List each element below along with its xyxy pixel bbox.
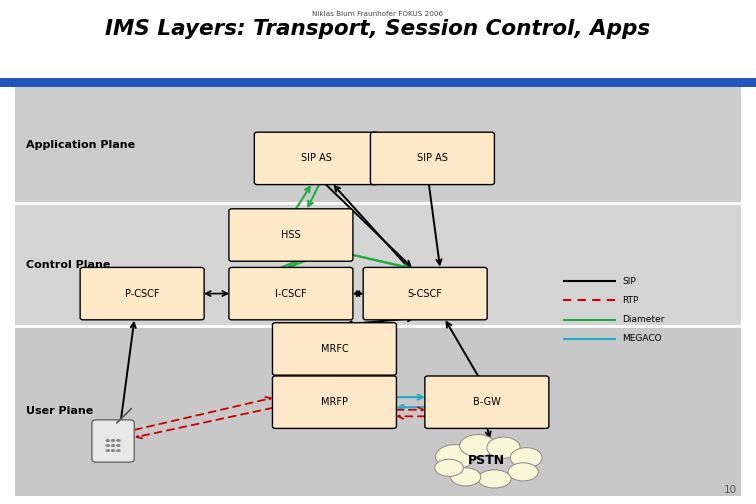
- FancyBboxPatch shape: [272, 323, 396, 375]
- Ellipse shape: [435, 445, 475, 469]
- Circle shape: [116, 439, 121, 442]
- Text: Application Plane: Application Plane: [26, 140, 135, 150]
- Text: MRFC: MRFC: [321, 344, 349, 354]
- Circle shape: [111, 444, 116, 447]
- Text: MEGACO: MEGACO: [622, 334, 662, 343]
- Ellipse shape: [510, 448, 542, 468]
- Text: SIP: SIP: [622, 277, 636, 286]
- FancyBboxPatch shape: [92, 420, 135, 462]
- FancyBboxPatch shape: [254, 132, 378, 184]
- Ellipse shape: [487, 437, 520, 458]
- Ellipse shape: [478, 470, 511, 488]
- Text: Diameter: Diameter: [622, 315, 665, 324]
- Ellipse shape: [451, 468, 481, 486]
- Bar: [15, 327, 741, 496]
- Text: S-CSCF: S-CSCF: [407, 289, 442, 298]
- Text: IMS Layers: Transport, Session Control, Apps: IMS Layers: Transport, Session Control, …: [105, 19, 651, 39]
- FancyBboxPatch shape: [80, 268, 204, 320]
- Text: User Plane: User Plane: [26, 406, 94, 416]
- Circle shape: [116, 449, 121, 452]
- Circle shape: [106, 444, 110, 447]
- Bar: [15, 87, 741, 204]
- Text: HSS: HSS: [281, 230, 301, 240]
- Text: B-GW: B-GW: [473, 397, 500, 407]
- Circle shape: [106, 439, 110, 442]
- Text: SIP AS: SIP AS: [301, 153, 332, 163]
- Circle shape: [106, 449, 110, 452]
- Text: Niklas Blum Fraunhofer FOKUS 2006: Niklas Blum Fraunhofer FOKUS 2006: [312, 11, 444, 17]
- Ellipse shape: [508, 463, 538, 481]
- Bar: [0, 78, 756, 87]
- FancyBboxPatch shape: [229, 268, 353, 320]
- FancyBboxPatch shape: [370, 132, 494, 184]
- Ellipse shape: [460, 434, 496, 457]
- Text: I-CSCF: I-CSCF: [275, 289, 307, 298]
- Text: PSTN: PSTN: [468, 454, 506, 467]
- Circle shape: [111, 439, 116, 442]
- Circle shape: [111, 449, 116, 452]
- Ellipse shape: [435, 459, 463, 476]
- Circle shape: [116, 444, 121, 447]
- FancyBboxPatch shape: [363, 268, 487, 320]
- Text: RTP: RTP: [622, 296, 638, 305]
- FancyBboxPatch shape: [425, 376, 549, 428]
- Bar: [0, 0, 756, 87]
- Text: MRFP: MRFP: [321, 397, 348, 407]
- Text: SIP AS: SIP AS: [417, 153, 448, 163]
- Text: Control Plane: Control Plane: [26, 260, 111, 270]
- Text: 10: 10: [724, 485, 737, 495]
- Text: P-CSCF: P-CSCF: [125, 289, 160, 298]
- FancyBboxPatch shape: [229, 209, 353, 261]
- FancyBboxPatch shape: [272, 376, 396, 428]
- Bar: [15, 204, 741, 327]
